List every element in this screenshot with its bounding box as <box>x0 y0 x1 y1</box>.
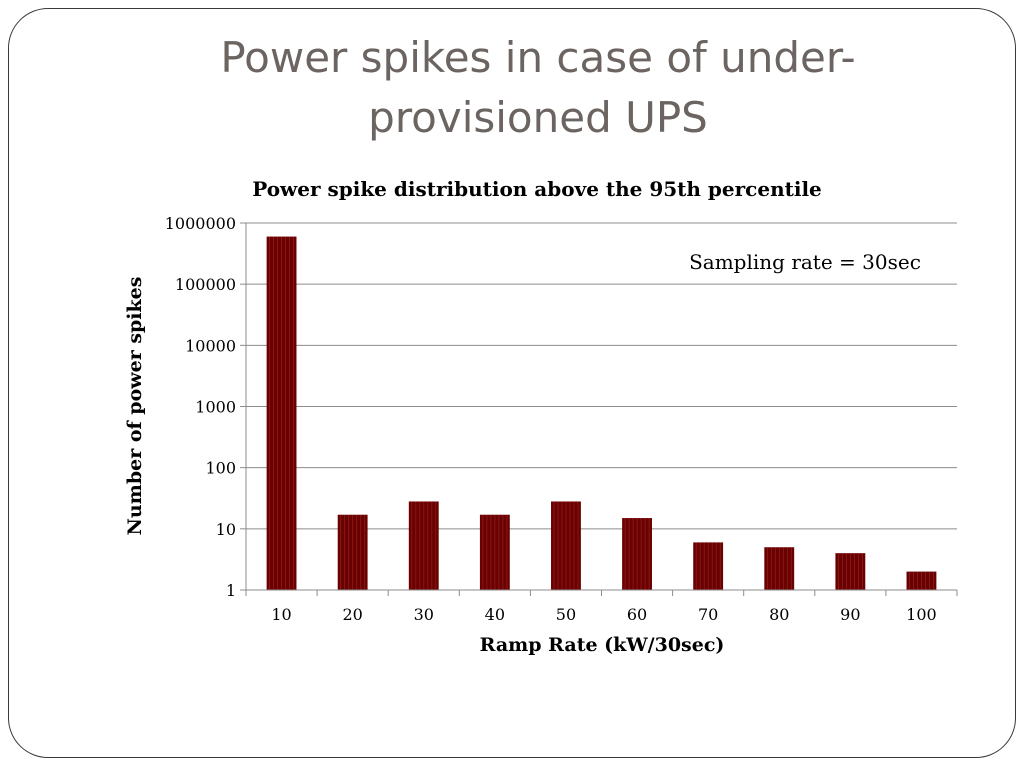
bar-30 <box>408 501 439 590</box>
slide-title-line-2: provisioned UPS <box>368 93 708 142</box>
x-tick-label: 60 <box>627 605 647 624</box>
bar-60 <box>622 518 652 590</box>
y-tick-label: 100000 <box>175 275 236 294</box>
axes <box>240 222 958 596</box>
chart-title: Power spike distribution above the 95th … <box>252 177 822 201</box>
slide-frame <box>8 8 1016 758</box>
sampling-rate-annotation: Sampling rate = 30sec <box>689 250 921 274</box>
bar-20 <box>337 514 368 590</box>
x-tick-label: 50 <box>556 605 576 624</box>
bar-10 <box>266 236 297 590</box>
bar-40 <box>479 514 510 590</box>
y-tick-label: 10 <box>216 520 236 539</box>
x-tick-label: 100 <box>906 605 937 624</box>
x-tick-label: 90 <box>840 605 860 624</box>
y-tick-label: 10000 <box>185 336 236 355</box>
x-tick-label: 20 <box>342 605 362 624</box>
x-tick-label: 70 <box>698 605 718 624</box>
x-tick-label: 10 <box>271 605 291 624</box>
y-tick-labels: 1 10 100 1000 10000 100000 1000000 <box>165 214 236 600</box>
bars <box>266 236 937 590</box>
slide-title-line-1: Power spikes in case of under- <box>220 33 856 82</box>
y-tick-label: 1 <box>226 581 236 600</box>
x-tick-labels: 10 20 30 40 50 60 70 80 90 100 <box>271 605 936 624</box>
x-tick-label: 80 <box>769 605 789 624</box>
x-tick-label: 40 <box>485 605 505 624</box>
y-axis-label: Number of power spikes <box>124 277 146 536</box>
y-tick-label: 100 <box>205 459 236 478</box>
bar-90 <box>835 553 866 590</box>
slide-title: Power spikes in case of under- provision… <box>0 28 1024 148</box>
bar-70 <box>693 542 724 590</box>
bar-50 <box>551 501 581 590</box>
gridlines <box>246 222 957 530</box>
x-tick-label: 30 <box>414 605 434 624</box>
bar-80 <box>764 547 795 590</box>
x-axis-label: Ramp Rate (kW/30sec) <box>480 634 725 656</box>
y-tick-label: 1000 <box>195 398 236 417</box>
y-tick-label: 1000000 <box>165 214 236 233</box>
bar-100 <box>906 571 937 590</box>
